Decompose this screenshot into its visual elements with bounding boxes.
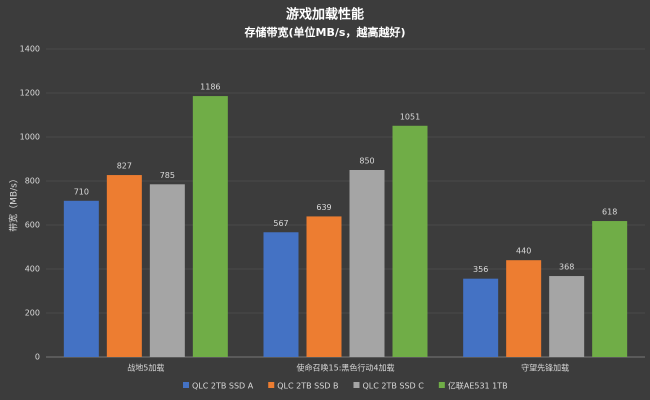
value-label: 1051 bbox=[400, 112, 420, 121]
value-label: 639 bbox=[316, 203, 331, 212]
y-tick-label: 0 bbox=[35, 353, 40, 362]
legend-label: QLC 2TB SSD C bbox=[362, 382, 424, 391]
value-label: 710 bbox=[74, 187, 89, 196]
legend-swatch bbox=[268, 382, 275, 388]
value-label: 618 bbox=[602, 208, 617, 217]
value-label: 827 bbox=[117, 162, 132, 171]
value-label: 368 bbox=[559, 263, 574, 272]
value-label: 1186 bbox=[200, 83, 220, 92]
x-tick-label: 战地5加载 bbox=[127, 363, 164, 373]
value-label: 785 bbox=[160, 171, 175, 180]
bar bbox=[263, 232, 299, 357]
bar bbox=[592, 221, 628, 357]
chart-title: 游戏加载性能 bbox=[286, 7, 364, 23]
legend-label: QLC 2TB SSD A bbox=[192, 382, 254, 391]
legend-swatch bbox=[353, 382, 360, 388]
bar bbox=[506, 260, 542, 357]
y-tick-label: 1400 bbox=[20, 45, 40, 54]
bar bbox=[149, 184, 185, 357]
y-tick-label: 1000 bbox=[20, 133, 40, 142]
y-tick-label: 200 bbox=[25, 309, 40, 318]
y-tick-label: 400 bbox=[25, 265, 40, 274]
y-tick-label: 800 bbox=[25, 177, 40, 186]
y-axis-label: 带宽（MB/s） bbox=[8, 174, 20, 232]
x-tick-label: 守望先锋加载 bbox=[521, 363, 569, 373]
value-label: 567 bbox=[273, 219, 288, 228]
legend-swatch bbox=[438, 382, 445, 388]
value-label: 440 bbox=[516, 247, 531, 256]
y-tick-label: 600 bbox=[25, 221, 40, 230]
bar bbox=[306, 216, 342, 357]
bar bbox=[549, 276, 585, 357]
bar bbox=[63, 200, 99, 357]
bar bbox=[106, 175, 142, 357]
legend-label: 亿联AE531 1TB bbox=[448, 381, 508, 391]
value-label: 850 bbox=[359, 157, 374, 166]
legend-label: QLC 2TB SSD B bbox=[277, 382, 338, 391]
y-tick-label: 1200 bbox=[20, 89, 40, 98]
x-tick-label: 使命召唤15:黑色行动4加载 bbox=[297, 363, 395, 373]
bar bbox=[192, 96, 228, 357]
value-label: 356 bbox=[473, 265, 488, 274]
bar bbox=[349, 170, 385, 357]
bar bbox=[392, 125, 428, 357]
chart-subtitle: 存储带宽(单位MB/s，越高越好) bbox=[245, 25, 406, 39]
bar bbox=[463, 278, 499, 357]
legend-swatch bbox=[183, 382, 189, 388]
